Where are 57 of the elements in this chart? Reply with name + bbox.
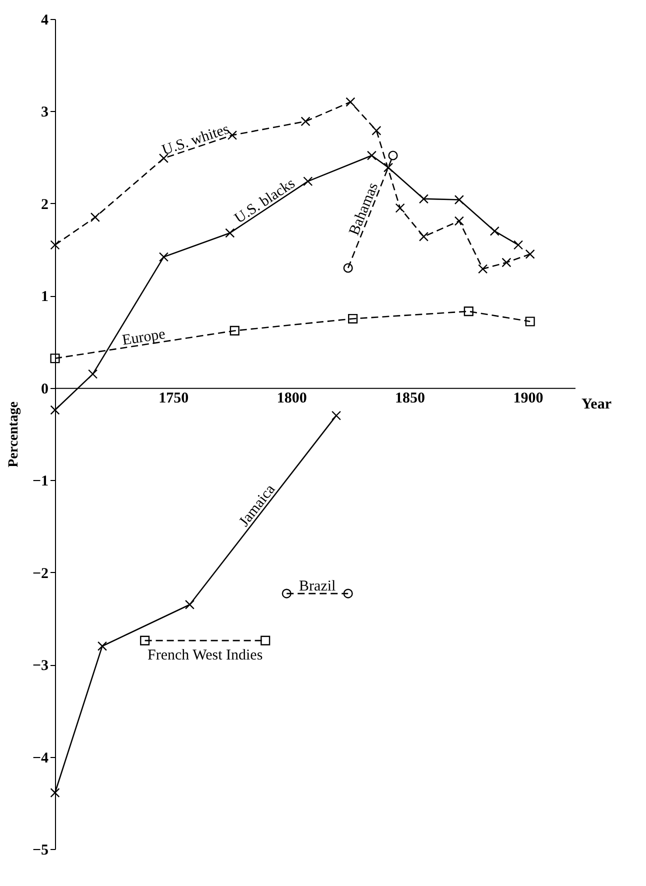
point xyxy=(50,405,60,415)
point xyxy=(395,203,405,213)
point xyxy=(343,263,353,273)
point xyxy=(418,194,429,204)
y-tick-label: −2 xyxy=(32,566,48,582)
point xyxy=(50,240,60,250)
y-tick-label: 1 xyxy=(41,289,48,306)
point xyxy=(388,150,398,160)
point xyxy=(464,306,474,316)
text: Europe xyxy=(121,326,167,349)
point xyxy=(260,636,270,646)
point xyxy=(502,258,512,268)
point xyxy=(230,326,240,336)
x-tick-label: 1800 xyxy=(276,390,307,406)
point xyxy=(454,194,464,205)
point xyxy=(348,314,358,324)
point xyxy=(331,410,342,420)
point xyxy=(346,97,356,107)
point xyxy=(525,249,535,259)
point xyxy=(50,354,60,364)
point xyxy=(97,641,108,651)
point xyxy=(50,788,60,798)
point xyxy=(366,150,377,160)
point xyxy=(184,600,195,610)
y-tick-label: −5 xyxy=(32,842,48,858)
text: U.S. blacks xyxy=(232,176,298,227)
y-axis-title: Percentage xyxy=(6,402,22,468)
point xyxy=(513,240,524,250)
point xyxy=(225,228,235,238)
point xyxy=(525,316,535,326)
point xyxy=(490,226,500,236)
x-tick-label: 1900 xyxy=(513,390,544,406)
x-tick-label: 1850 xyxy=(395,390,426,406)
point xyxy=(140,636,150,646)
point xyxy=(158,153,169,164)
point xyxy=(343,588,353,598)
y-tick-label: 2 xyxy=(41,196,48,213)
text: U.S. whites xyxy=(160,121,232,159)
y-tick-label: −1 xyxy=(32,474,48,490)
y-tick-label: 0 xyxy=(41,381,48,398)
x-axis-title: Year xyxy=(582,396,612,412)
x-tick-label: 1750 xyxy=(158,390,189,406)
series-label: Brazil xyxy=(299,578,336,595)
y-tick-label: 3 xyxy=(41,104,48,121)
y-tick-label: 4 xyxy=(41,12,49,28)
point xyxy=(418,232,429,242)
y-tick-label: −3 xyxy=(32,658,48,674)
point xyxy=(478,264,488,274)
point xyxy=(454,216,464,226)
series-label: French West Indies xyxy=(148,648,263,664)
point xyxy=(282,588,292,598)
y-tick-label: −4 xyxy=(32,750,49,766)
point xyxy=(372,126,382,136)
point xyxy=(90,212,100,222)
point xyxy=(300,116,310,126)
point xyxy=(303,176,313,186)
point xyxy=(158,252,169,262)
